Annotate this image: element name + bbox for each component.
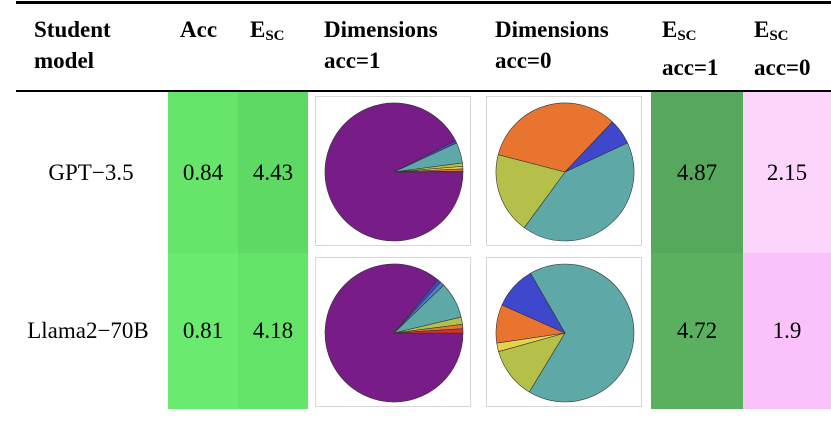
header-student-model: Student model — [34, 14, 111, 76]
header-esc-acc1: ESC acc=1 — [662, 14, 719, 83]
esc-acc1-value: 4.72 — [676, 318, 718, 343]
header-esc-acc1-sub: SC — [677, 28, 697, 44]
pie-dims-acc0 — [486, 257, 642, 407]
esc-acc1-value: 4.87 — [676, 159, 718, 185]
model-name: Llama2−70B — [27, 318, 149, 343]
pie-slice-teal — [528, 263, 635, 403]
pie-slice-orange — [497, 102, 613, 173]
header-dims-acc1: Dimensions acc=1 — [324, 14, 438, 76]
header-acc: Acc — [180, 17, 218, 42]
header-dims-acc0: Dimensions acc=0 — [495, 14, 609, 76]
pie-slice-blue — [501, 272, 566, 334]
header-dims-acc1-line1: Dimensions — [324, 17, 438, 42]
header-esc: ESC — [250, 14, 285, 52]
header-rule — [16, 90, 831, 92]
header-esc-acc1-main: E — [662, 17, 678, 42]
pie-slice-teal — [523, 142, 635, 242]
pie-chart-svg — [495, 263, 635, 403]
pie-dims-acc0 — [486, 96, 642, 246]
header-dims-acc0-line1: Dimensions — [495, 17, 609, 42]
pie-dims-acc1 — [315, 257, 471, 407]
pie-chart-svg — [324, 263, 464, 403]
esc-acc0-cell-bg — [743, 92, 831, 253]
esc-acc1-cell-bg — [651, 92, 743, 253]
acc-cell-bg — [168, 253, 238, 409]
esc-acc0-cell-bg — [743, 253, 831, 409]
pie-slice-red — [393, 328, 464, 334]
header-esc-main: E — [250, 17, 266, 42]
esc-value: 4.43 — [252, 159, 294, 185]
esc-acc0-value: 2.15 — [766, 159, 808, 185]
model-name: GPT−3.5 — [48, 159, 134, 185]
top-rule — [16, 1, 831, 4]
pie-slice-violet — [324, 263, 464, 403]
header-student-line2: model — [34, 48, 95, 73]
header-dims-acc1-line2: acc=1 — [324, 48, 381, 73]
esc-cell-bg — [238, 92, 308, 253]
pie-slice-olive — [495, 154, 566, 229]
header-esc-acc0-sub: SC — [769, 28, 789, 44]
pie-slice-blue — [564, 121, 628, 173]
header-student-line1: Student — [34, 17, 111, 42]
esc-acc1-cell-bg — [651, 253, 743, 409]
header-esc-acc0-main: E — [754, 17, 770, 42]
pie-dims-acc1 — [315, 96, 471, 246]
esc-cell-bg — [238, 253, 308, 409]
esc-value: 4.18 — [252, 318, 294, 343]
acc-cell-bg — [168, 92, 238, 253]
pie-chart-svg — [495, 102, 635, 242]
pie-slice-red — [393, 170, 464, 173]
acc-value: 0.84 — [182, 159, 224, 185]
esc-acc0-value: 1.9 — [772, 318, 802, 343]
header-esc-sub: SC — [265, 28, 285, 44]
header-dims-acc0-line2: acc=0 — [495, 48, 552, 73]
header-esc-acc0-line2: acc=0 — [754, 55, 811, 80]
pie-chart-svg — [324, 102, 464, 242]
header-esc-acc1-line2: acc=1 — [662, 55, 719, 80]
acc-value: 0.81 — [182, 318, 224, 343]
header-esc-acc0: ESC acc=0 — [754, 14, 811, 83]
